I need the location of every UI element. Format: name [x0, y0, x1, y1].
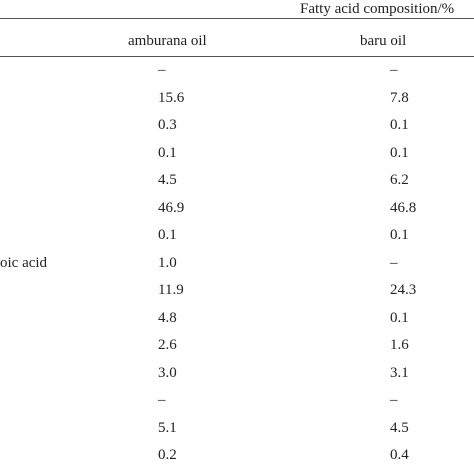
cell-baru-oil: – — [390, 392, 398, 408]
table-row: oic acid 1.0 – — [0, 249, 474, 277]
table-row: 3.0 3.1 — [0, 359, 474, 387]
cell-baru-oil: 46.8 — [390, 199, 417, 216]
cell-amburana-oil: 1.0 — [158, 254, 177, 271]
cell-baru-oil: 0.1 — [390, 117, 409, 133]
cell-baru-oil: 3.1 — [390, 364, 409, 381]
cell-amburana-oil: – — [158, 62, 166, 78]
cell-amburana-oil: 4.8 — [158, 309, 177, 326]
table-row: 0.2 0.4 — [0, 441, 474, 469]
table-body: – –15.6 7.8 0.3 0.1 0.1 0.1 4.5 6.2 46.9 46.8 0.1 0.… — [0, 56, 474, 474]
cell-amburana-oil: 11.9 — [158, 282, 184, 298]
cell-amburana-oil: 46.9 — [158, 199, 185, 216]
cell-amburana-oil: 4.5 — [158, 172, 177, 188]
table-row: – – — [0, 56, 474, 84]
cell-amburana-oil: 0.2 — [158, 447, 177, 463]
group-header: Fatty acid composition/% — [300, 1, 455, 17]
table-row: 46.9 46.8 — [0, 194, 474, 222]
cell-amburana-oil: 0.3 — [158, 117, 177, 133]
cell-baru-oil: 0.4 — [390, 447, 409, 463]
column-header-amburana-oil: amburana oil — [128, 33, 207, 49]
table-row: 4.8 0.1 — [0, 304, 474, 332]
table-row: 5.1 4.5 — [0, 414, 474, 442]
cell-amburana-oil: 2.6 — [158, 337, 177, 353]
table-row: 0.3 0.1 — [0, 111, 474, 139]
table-row: 0.1 0.1 — [0, 139, 474, 167]
column-header-baru-oil: baru oil — [360, 33, 407, 49]
group-rule — [66, 18, 474, 19]
table-row: 15.6 7.8 — [0, 84, 474, 112]
cell-baru-oil: – — [390, 254, 398, 271]
cell-baru-oil: 6.2 — [390, 172, 409, 188]
cell-amburana-oil: 0.1 — [158, 144, 177, 161]
table-row: 11.9 24.3 — [0, 276, 474, 304]
top-rule-left — [0, 18, 66, 19]
cell-baru-oil: – — [390, 62, 398, 78]
table-row: – – — [0, 386, 474, 414]
cell-baru-oil: 4.5 — [390, 419, 409, 436]
cell-baru-oil: 7.8 — [390, 89, 409, 106]
header-rule — [0, 56, 474, 57]
table-row: 2.6 1.6 — [0, 331, 474, 359]
table-row: 3.94.8 — [0, 469, 474, 474]
cell-amburana-oil: 3.0 — [158, 364, 177, 381]
row-label: oic acid — [0, 254, 48, 271]
cell-baru-oil: 1.6 — [390, 337, 409, 353]
cell-baru-oil: 0.1 — [390, 309, 409, 326]
cell-baru-oil: 24.3 — [390, 282, 417, 298]
cell-amburana-oil: 5.1 — [158, 419, 177, 436]
cell-amburana-oil: 15.6 — [158, 89, 185, 106]
cell-amburana-oil: 0.1 — [158, 227, 177, 243]
table-row: 0.1 0.1 — [0, 221, 474, 249]
table-row: 4.5 6.2 — [0, 166, 474, 194]
cell-baru-oil: 0.1 — [390, 227, 409, 243]
cell-baru-oil: 0.1 — [390, 144, 409, 161]
cell-amburana-oil: – — [158, 392, 166, 408]
